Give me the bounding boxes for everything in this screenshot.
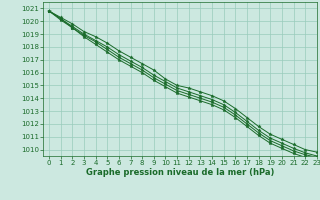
X-axis label: Graphe pression niveau de la mer (hPa): Graphe pression niveau de la mer (hPa) bbox=[86, 168, 274, 177]
